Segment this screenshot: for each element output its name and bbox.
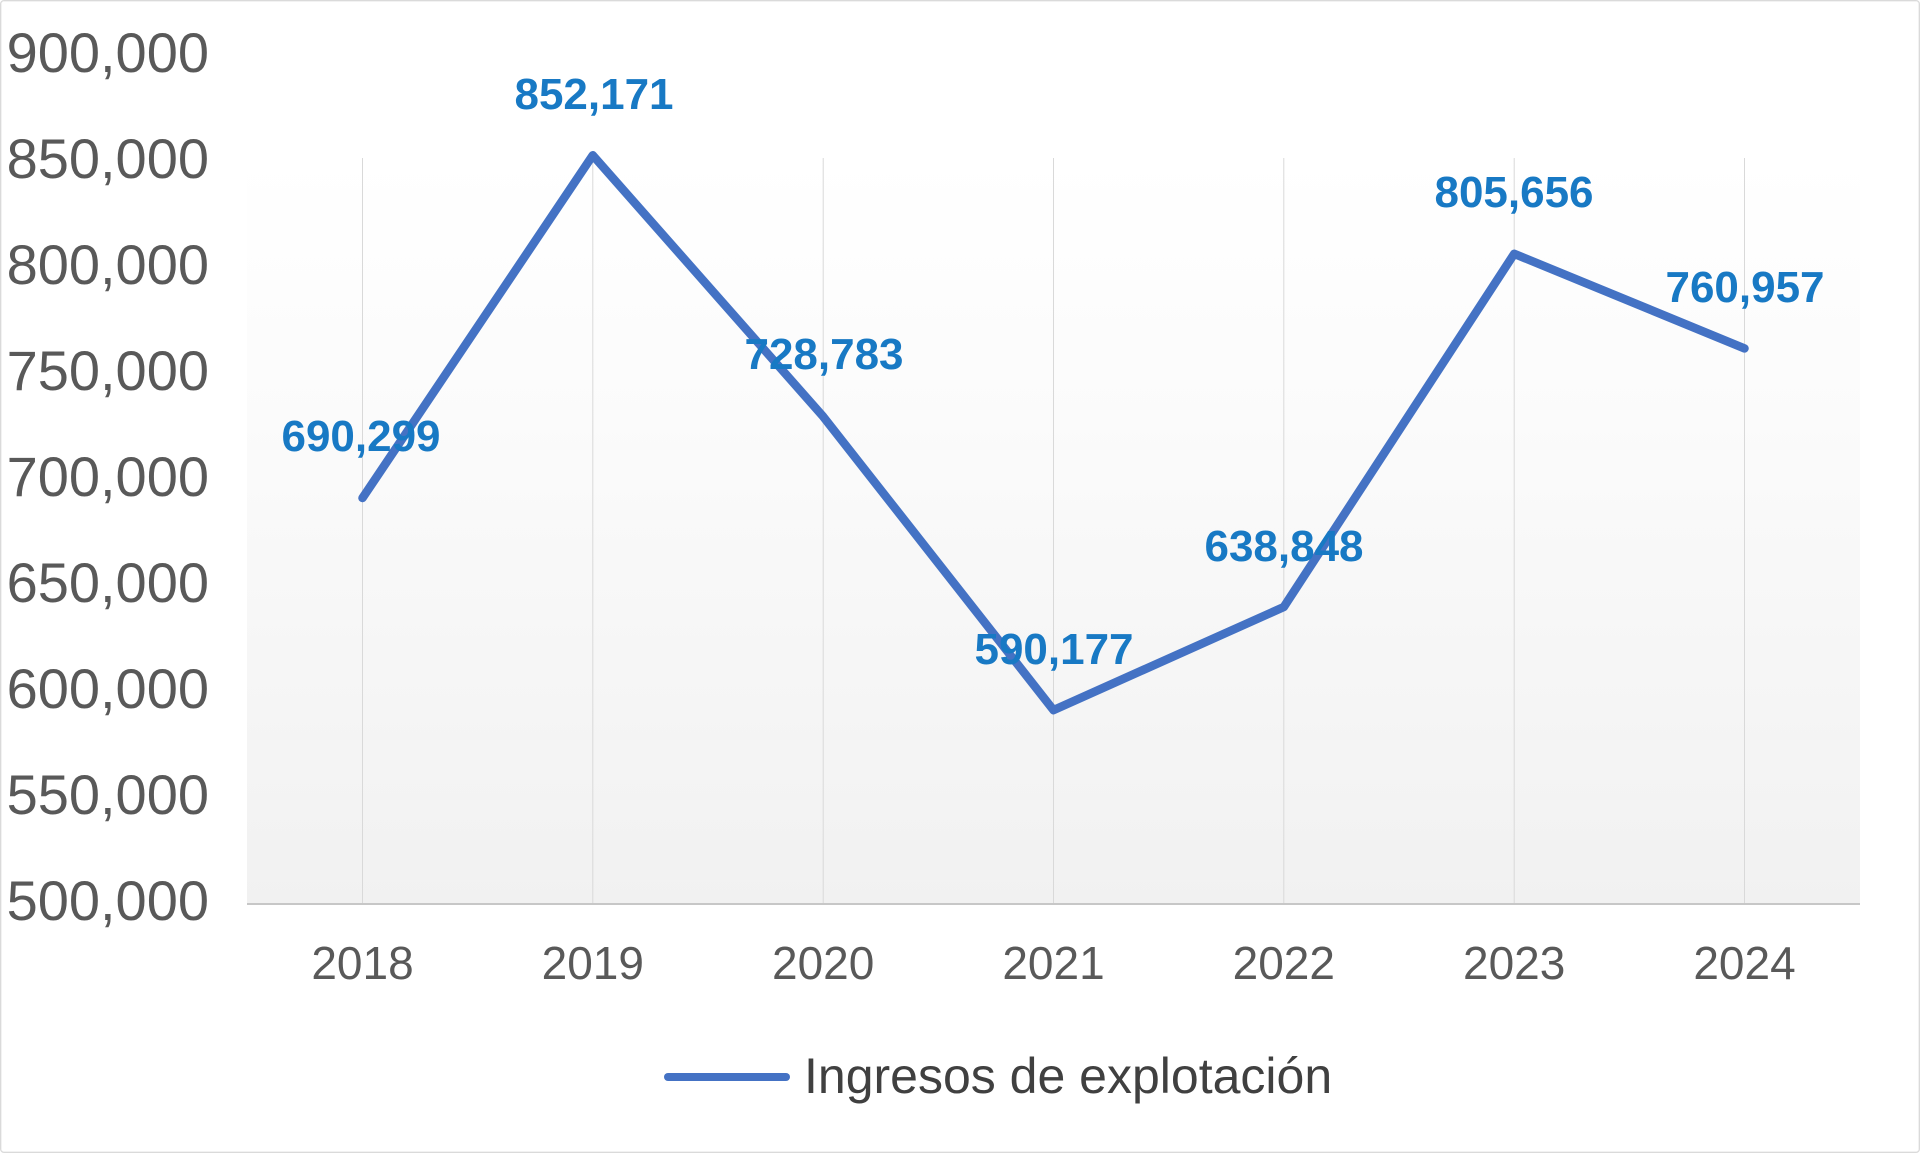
svg-text:2023: 2023 <box>1463 937 1565 989</box>
svg-text:850,000: 850,000 <box>7 127 209 190</box>
svg-text:900,000: 900,000 <box>7 21 209 84</box>
svg-text:2022: 2022 <box>1233 937 1335 989</box>
svg-text:550,000: 550,000 <box>7 763 209 826</box>
svg-text:2018: 2018 <box>311 937 413 989</box>
svg-text:805,656: 805,656 <box>1434 168 1593 217</box>
svg-text:500,000: 500,000 <box>7 869 209 932</box>
svg-text:852,171: 852,171 <box>514 70 673 119</box>
svg-text:728,783: 728,783 <box>744 330 903 379</box>
svg-text:590,177: 590,177 <box>974 625 1133 674</box>
svg-text:800,000: 800,000 <box>7 233 209 296</box>
svg-text:690,299: 690,299 <box>281 412 440 461</box>
svg-text:760,957: 760,957 <box>1665 263 1824 312</box>
svg-text:Ingresos de explotación: Ingresos de explotación <box>804 1048 1332 1104</box>
svg-text:700,000: 700,000 <box>7 445 209 508</box>
svg-text:638,848: 638,848 <box>1204 522 1363 571</box>
svg-text:2024: 2024 <box>1693 937 1795 989</box>
svg-text:600,000: 600,000 <box>7 657 209 720</box>
svg-text:650,000: 650,000 <box>7 551 209 614</box>
svg-text:2019: 2019 <box>542 937 644 989</box>
svg-text:2021: 2021 <box>1002 937 1104 989</box>
svg-text:750,000: 750,000 <box>7 339 209 402</box>
svg-text:2020: 2020 <box>772 937 874 989</box>
